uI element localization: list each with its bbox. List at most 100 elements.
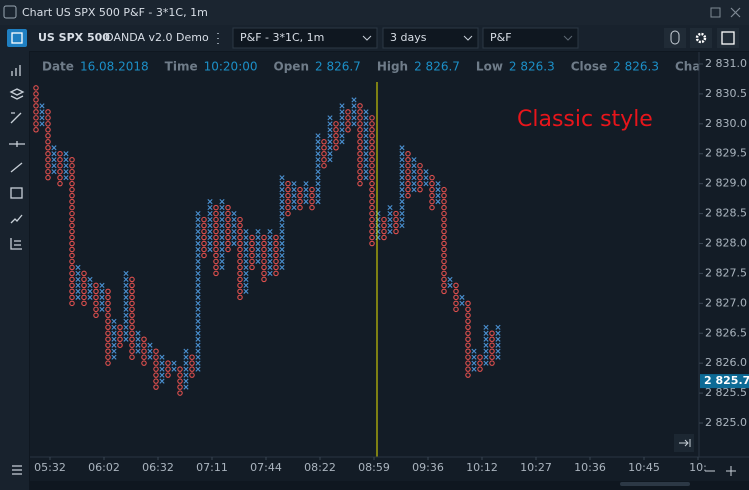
o-box <box>105 294 111 301</box>
o-box <box>357 180 363 187</box>
layout-button[interactable] <box>717 28 739 48</box>
o-box <box>93 282 99 289</box>
x-box <box>315 193 321 199</box>
o-box <box>177 366 183 372</box>
rect-tool[interactable] <box>10 187 23 199</box>
o-column <box>201 216 207 259</box>
x-box <box>195 342 201 348</box>
x-box <box>495 330 501 336</box>
o-box <box>357 162 363 169</box>
panel-toggle[interactable] <box>7 29 27 47</box>
x-box <box>75 270 81 277</box>
o-column <box>33 85 39 133</box>
chart-type-select[interactable] <box>232 27 378 49</box>
settings-button[interactable] <box>690 28 712 48</box>
o-box <box>261 276 267 283</box>
x-box <box>411 181 417 187</box>
mouse-button[interactable] <box>664 28 686 48</box>
o-box <box>357 139 363 145</box>
o-box <box>141 336 147 342</box>
trendline-tool[interactable] <box>10 162 23 173</box>
o-box <box>237 270 243 277</box>
o-box <box>201 222 207 229</box>
o-box <box>285 192 291 199</box>
o-column <box>393 210 399 235</box>
o-column <box>189 354 195 378</box>
x-box <box>399 169 405 175</box>
x-box <box>327 133 333 139</box>
o-box <box>57 168 63 175</box>
x-box <box>327 121 333 127</box>
o-box <box>117 342 123 348</box>
o-box <box>225 204 231 211</box>
o-box <box>201 246 207 253</box>
o-box <box>213 258 219 265</box>
o-box <box>213 270 219 277</box>
o-box <box>393 210 399 217</box>
x-box <box>411 157 417 163</box>
o-box <box>309 192 315 199</box>
period-select[interactable] <box>382 27 479 49</box>
draw-tool[interactable] <box>10 112 22 124</box>
o-column <box>405 150 411 199</box>
symbol[interactable]: US SPX 500 <box>38 31 110 44</box>
hline-tool[interactable] <box>9 141 25 147</box>
x-box <box>231 234 237 241</box>
x-tick-label: 08:22 <box>304 461 336 474</box>
o-column <box>429 174 435 211</box>
o-box <box>393 228 399 235</box>
o-box <box>105 300 111 307</box>
o-box <box>237 276 243 283</box>
o-box <box>381 234 387 241</box>
o-box <box>81 282 87 289</box>
close-button[interactable] <box>730 7 741 18</box>
fib-tool[interactable] <box>10 214 23 224</box>
o-box <box>441 252 447 259</box>
x-box <box>183 366 189 372</box>
x-box <box>39 103 45 109</box>
x-box <box>219 258 225 265</box>
x-column <box>147 342 153 360</box>
menu-tool[interactable] <box>12 465 22 475</box>
x-box <box>267 264 273 271</box>
o-box <box>345 109 351 115</box>
x-box <box>279 175 285 181</box>
x-box <box>111 348 117 354</box>
x-box <box>243 246 249 253</box>
x-box <box>39 115 45 121</box>
x-box <box>483 342 489 348</box>
info-label: Time <box>165 60 198 74</box>
o-box <box>273 252 279 259</box>
style-select[interactable] <box>482 27 579 49</box>
x-box <box>159 378 165 384</box>
o-box <box>261 270 267 277</box>
maximize-button[interactable] <box>710 7 721 18</box>
indicators-tool[interactable] <box>11 65 21 76</box>
o-box <box>429 192 435 199</box>
x-box <box>195 270 201 277</box>
x-box <box>387 210 393 217</box>
x-box <box>75 264 81 271</box>
x-box <box>111 330 117 336</box>
x-box <box>363 115 369 121</box>
x-box <box>471 360 477 366</box>
o-box <box>69 276 75 283</box>
o-box <box>465 348 471 354</box>
x-box <box>111 336 117 342</box>
o-box <box>189 366 195 372</box>
o-column <box>273 234 279 277</box>
axes: 2 825.0 2 825.5 2 826.0 2 826.5 2 827.0 2 827… <box>34 57 749 474</box>
x-column <box>99 282 105 312</box>
zoom-in[interactable] <box>726 466 736 476</box>
o-box <box>69 294 75 301</box>
x-box <box>123 276 129 282</box>
list-tool[interactable] <box>10 238 22 250</box>
o-box <box>249 264 255 271</box>
o-box <box>453 288 459 295</box>
x-box <box>279 258 285 265</box>
o-box <box>213 246 219 253</box>
x-column <box>363 109 369 181</box>
layers-tool[interactable] <box>9 88 25 100</box>
scrollbar[interactable] <box>620 482 690 486</box>
o-box <box>357 127 363 133</box>
